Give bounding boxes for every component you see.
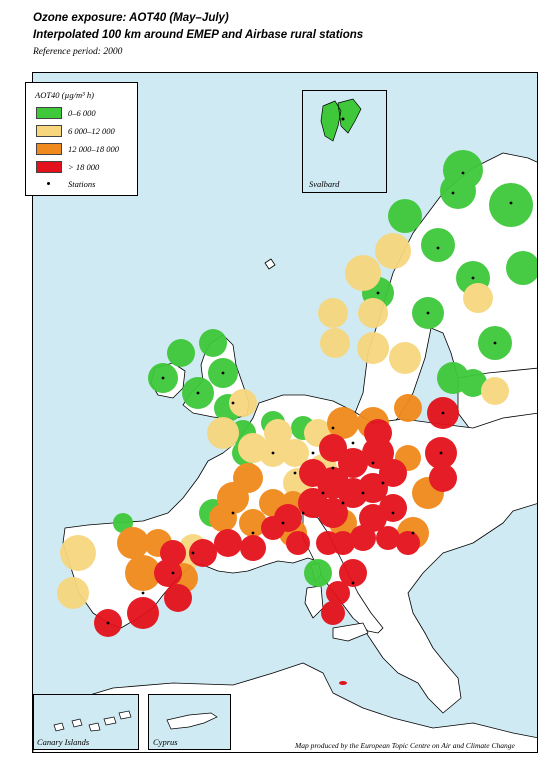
sicily-land [332,622,369,642]
station-dot-icon [36,178,62,190]
reference-period: Reference period: 2000 [33,47,123,57]
svalbard-inset: Svalbard [302,90,387,193]
cyprus-land [166,712,218,730]
faroe-land [264,258,276,270]
malta-mark [339,681,347,685]
legend-label: 0–6 000 [68,108,96,118]
station-markers [106,171,513,625]
legend-row-yellow: 6 000–12 000 [36,125,115,137]
legend-label: Stations [68,179,96,189]
legend-title: AOT40 (µg/m³ h) [35,90,94,100]
map-title: Ozone exposure: AOT40 (May–July) [33,12,229,24]
europe-map [32,72,538,753]
class-yellow [57,233,509,609]
map-legend: AOT40 (µg/m³ h) 0–6 000 6 000–12 000 12 … [25,82,138,196]
canary-islands-label: Canary Islands [37,737,90,747]
legend-swatch-green [36,107,62,119]
legend-label: 12 000–18 000 [68,144,119,154]
canary-islands-inset: Canary Islands [33,694,139,750]
legend-swatch-red [36,161,62,173]
svalbard-label: Svalbard [309,179,340,189]
cyprus-inset: Cyprus [148,694,231,750]
cyprus-label: Cyprus [153,737,178,747]
legend-row-stations: Stations [36,178,95,190]
map-subtitle: Interpolated 100 km around EMEP and Airb… [33,29,364,41]
legend-row-green: 0–6 000 [36,107,96,119]
legend-row-red: > 18 000 [36,161,99,173]
legend-label: 6 000–12 000 [68,126,115,136]
legend-row-orange: 12 000–18 000 [36,143,119,155]
svalbard-land [320,98,362,142]
legend-label: > 18 000 [68,162,100,172]
legend-swatch-orange [36,143,62,155]
map-credit: Map produced by the European Topic Centr… [295,741,515,750]
legend-swatch-yellow [36,125,62,137]
